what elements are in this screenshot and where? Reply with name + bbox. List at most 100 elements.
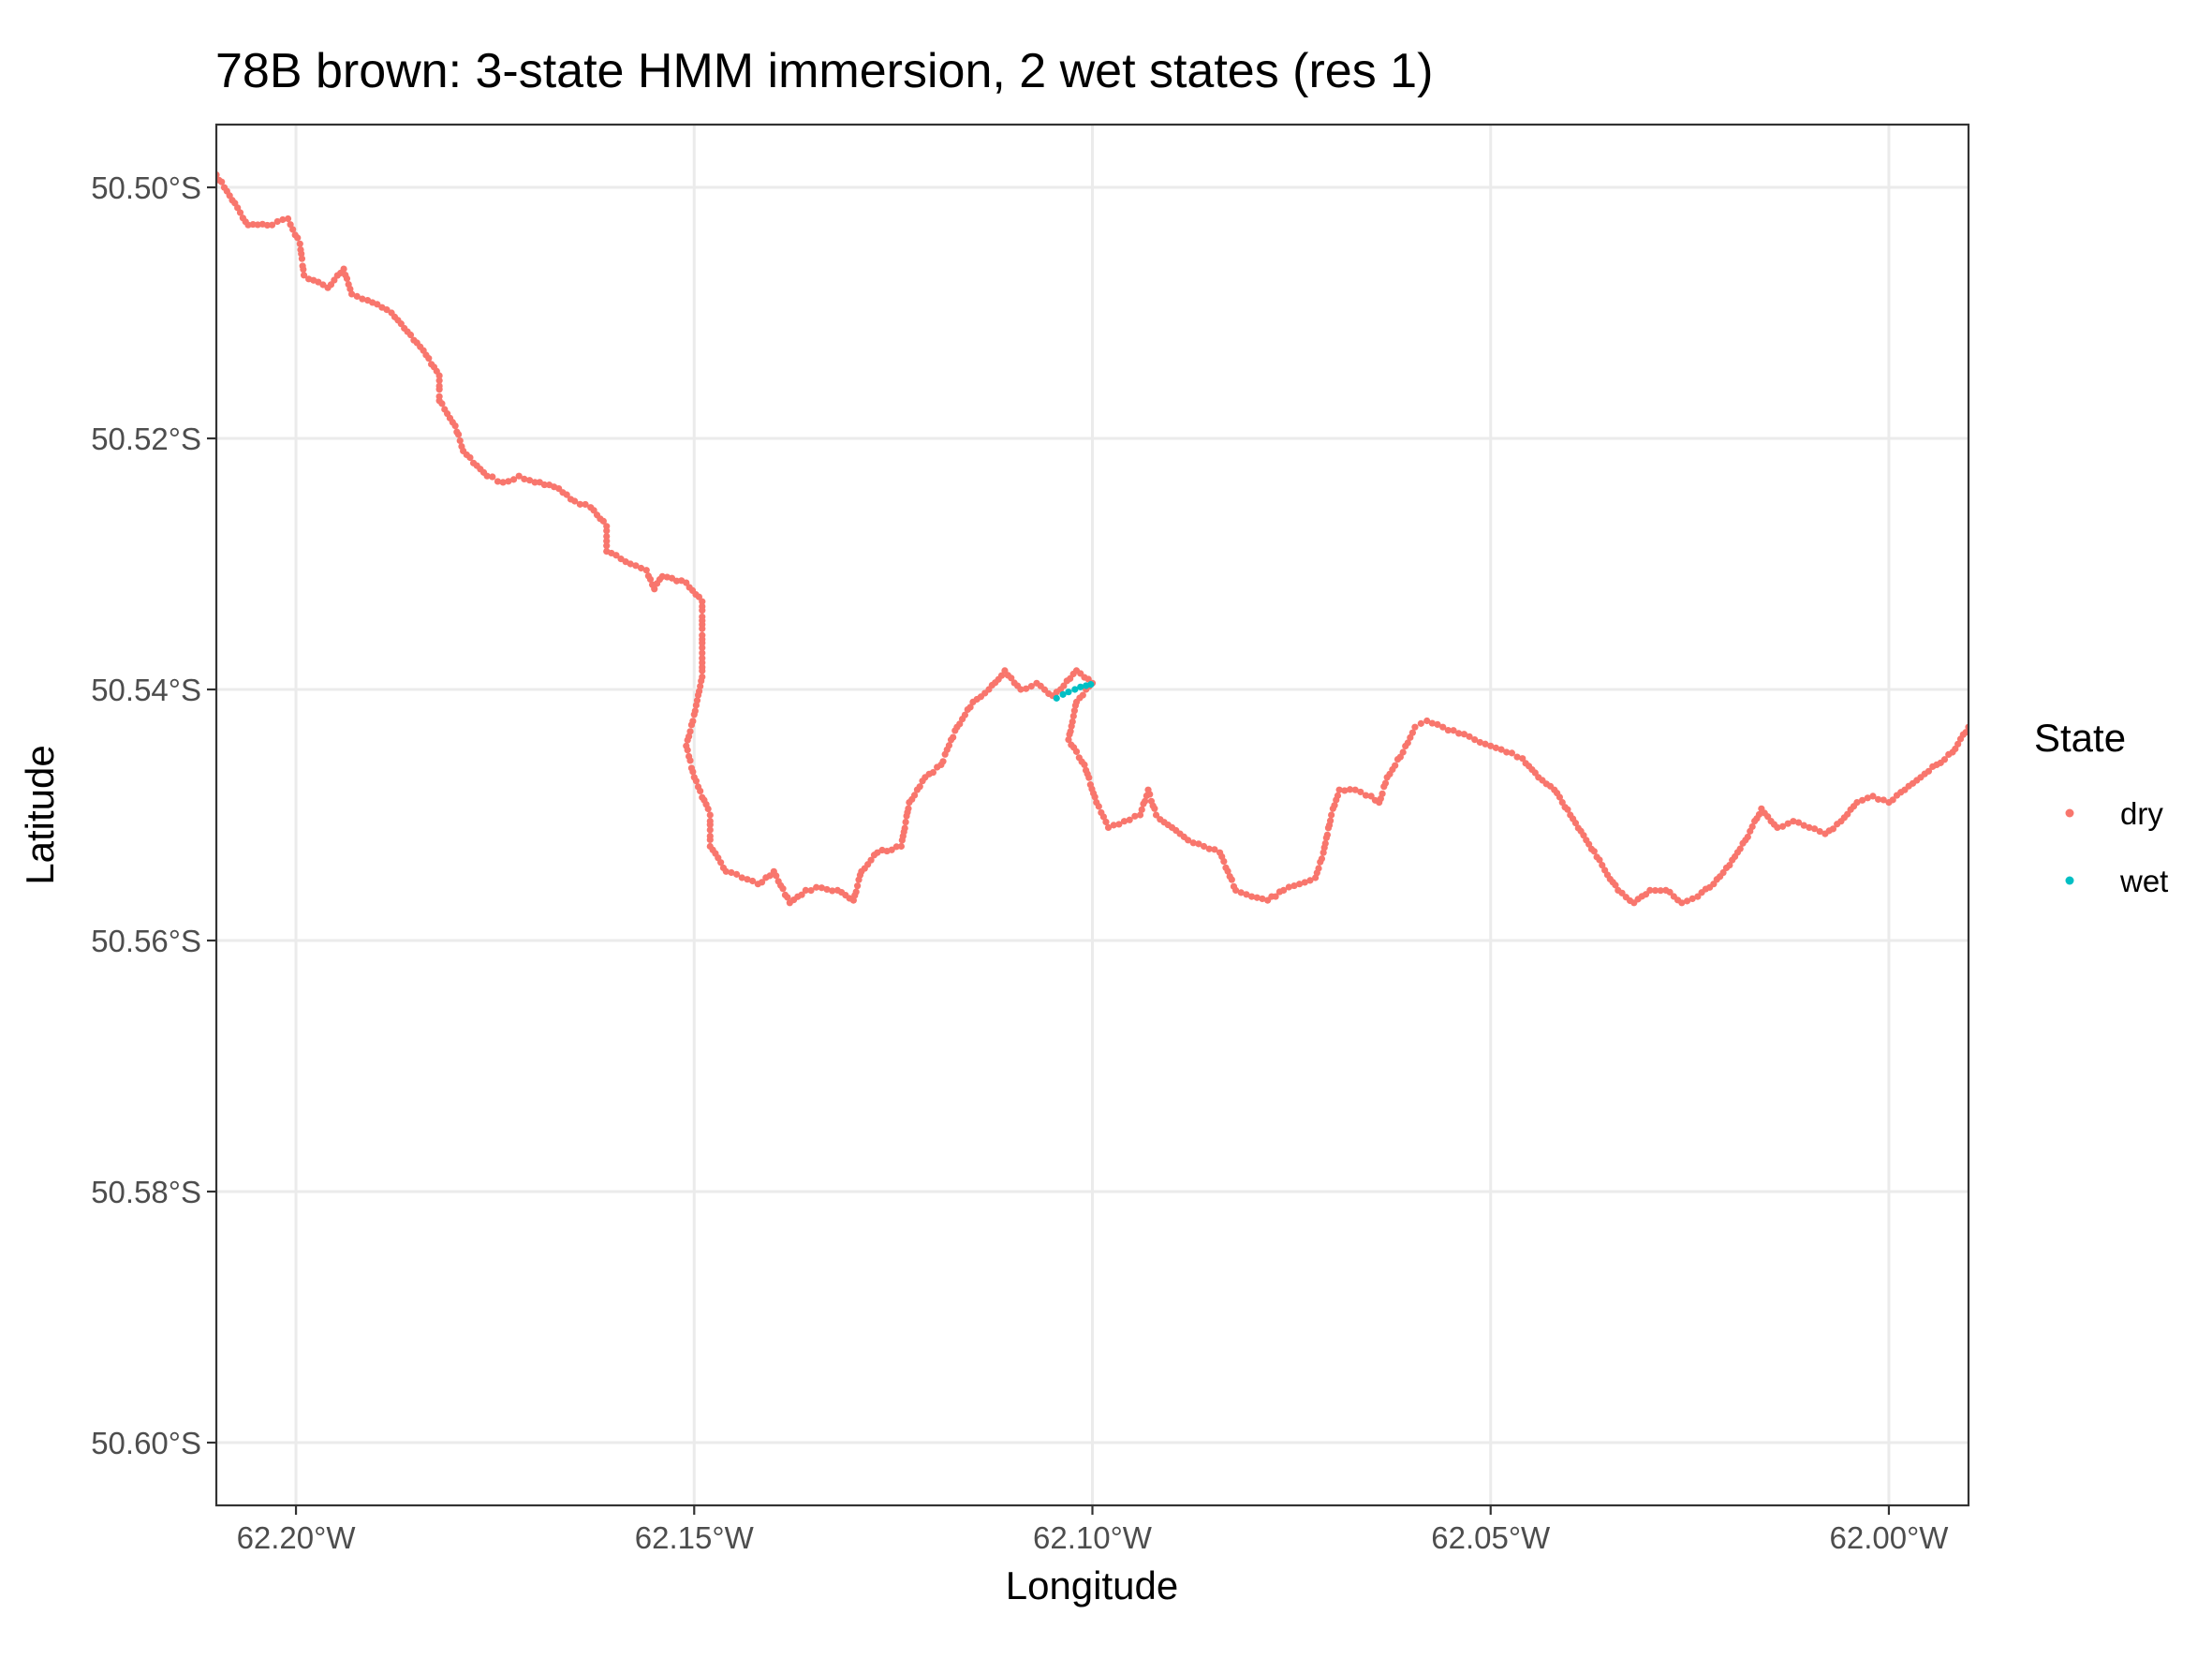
point-dry [1487, 742, 1495, 749]
data-points [216, 171, 1969, 907]
x-tick-label: 62.10°W [1033, 1520, 1153, 1555]
point-dry [343, 274, 351, 283]
point-dry [1657, 887, 1664, 895]
point-dry [1301, 879, 1308, 886]
point-dry [505, 478, 512, 485]
point-dry [1571, 820, 1580, 827]
point-dry [766, 872, 774, 880]
point-dry [1247, 893, 1256, 900]
point-dry [1794, 819, 1803, 826]
point-dry [1651, 886, 1659, 895]
point-dry [1726, 862, 1733, 869]
y-tick-label: 50.60°S [91, 1426, 201, 1460]
grid-lines [216, 125, 1969, 1505]
point-dry [1136, 811, 1144, 819]
point-dry [284, 215, 292, 223]
point-dry [1146, 791, 1154, 798]
point-dry [1423, 717, 1431, 725]
point-dry [1556, 793, 1564, 801]
point-dry [1864, 794, 1871, 802]
point-dry [571, 497, 579, 505]
point-dry [300, 265, 307, 274]
point-dry [525, 477, 534, 484]
point-dry [1224, 867, 1231, 875]
point-dry [698, 677, 705, 685]
legend-label-wet: wet [2119, 864, 2168, 898]
point-dry [945, 742, 953, 749]
point-dry [1434, 720, 1441, 729]
point-dry [612, 552, 620, 559]
point-dry [1095, 803, 1102, 810]
point-dry [637, 564, 645, 572]
point-dry [1774, 823, 1781, 832]
point-dry [1829, 825, 1837, 833]
point-dry [897, 842, 905, 851]
point-dry [1334, 792, 1342, 799]
point-dry [1152, 811, 1160, 819]
point-dry [1513, 753, 1521, 761]
point-dry [1115, 821, 1123, 828]
point-dry [1940, 756, 1949, 763]
point-dry [1428, 719, 1436, 727]
point-dry [852, 888, 860, 896]
point-dry [699, 625, 706, 632]
point-dry [829, 887, 836, 895]
point-dry [1800, 822, 1807, 829]
point-dry [1778, 822, 1787, 830]
point-dry [1315, 865, 1322, 872]
chart-title: 78B brown: 3-state HMM immersion, 2 wet … [215, 44, 1433, 98]
point-dry [627, 560, 634, 568]
point-dry [1151, 805, 1158, 812]
point-dry [1272, 893, 1279, 900]
point-dry [425, 354, 433, 363]
point-dry [1688, 895, 1696, 903]
point-dry [1027, 683, 1035, 690]
point-dry [1081, 761, 1088, 769]
point-dry [279, 215, 287, 224]
y-tick-label: 50.54°S [91, 673, 201, 707]
point-dry [406, 331, 415, 339]
point-dry [699, 598, 706, 605]
point-dry [694, 691, 702, 699]
point-dry [697, 682, 704, 690]
point-dry [1318, 855, 1326, 863]
point-dry [929, 768, 937, 777]
point-dry [1748, 822, 1756, 831]
point-dry [489, 473, 496, 481]
point-dry [296, 240, 303, 247]
point-dry [1008, 674, 1015, 682]
point-dry [651, 585, 658, 593]
point-dry [435, 372, 443, 379]
point-dry [268, 221, 276, 229]
legend-title: State [2034, 716, 2126, 760]
point-dry [950, 733, 957, 741]
point-dry [1875, 795, 1882, 803]
point-dry [1954, 740, 1962, 748]
point-dry [1184, 837, 1192, 844]
point-dry [1228, 876, 1235, 883]
point-dry [697, 787, 704, 795]
point-dry [1666, 888, 1674, 896]
point-dry [722, 867, 730, 875]
point-dry [1099, 813, 1108, 821]
point-dry [802, 886, 809, 895]
point-dry [273, 217, 281, 226]
point-dry [1326, 817, 1335, 824]
point-dry [758, 879, 766, 886]
point-dry [779, 885, 787, 893]
point-dry [1381, 779, 1390, 787]
point-dry [1466, 733, 1473, 740]
point-dry [1069, 712, 1077, 719]
y-tick-label: 50.52°S [91, 422, 201, 456]
point-dry [818, 884, 825, 892]
point-dry [340, 265, 347, 273]
point-dry [1341, 787, 1349, 794]
point-dry [1023, 685, 1030, 692]
point-dry [1335, 786, 1343, 793]
point-dry [1683, 897, 1691, 905]
point-dry [435, 386, 443, 393]
point-dry [1599, 862, 1606, 869]
point-dry [706, 826, 714, 834]
point-dry [1439, 723, 1447, 731]
point-dry [1306, 877, 1314, 884]
